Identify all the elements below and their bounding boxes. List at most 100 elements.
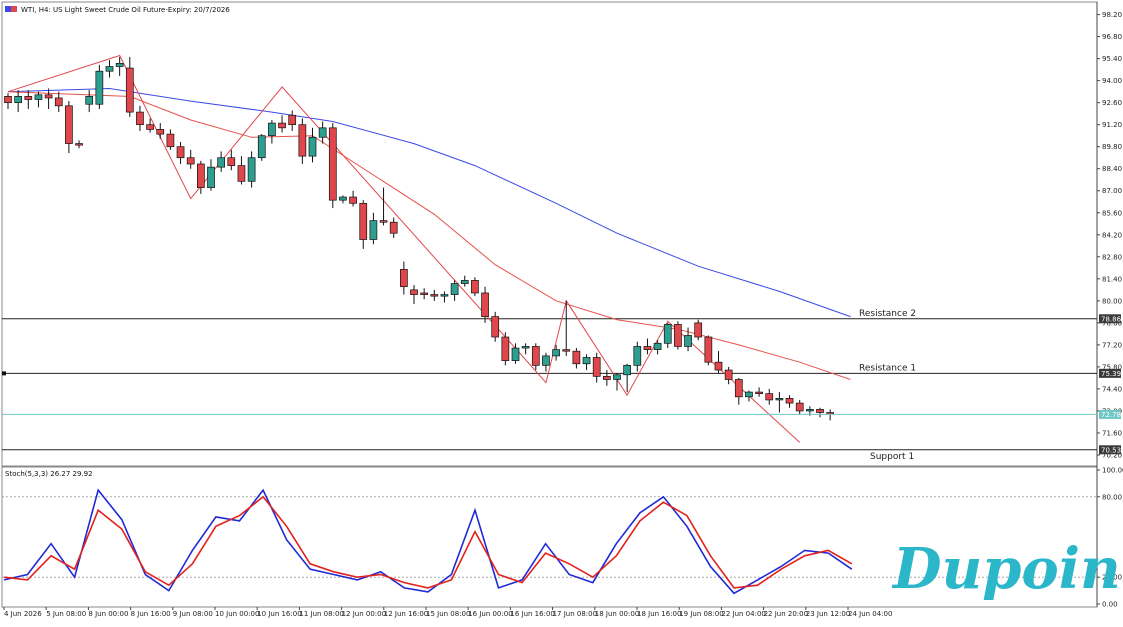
candle-body bbox=[14, 96, 22, 104]
candle bbox=[663, 322, 672, 349]
candle bbox=[349, 190, 357, 207]
candle bbox=[674, 321, 682, 350]
candle-body bbox=[4, 96, 12, 104]
time-tick-label: 12 Jun 16:00 bbox=[384, 610, 428, 618]
candle-body bbox=[745, 391, 753, 398]
candle-body bbox=[602, 375, 611, 380]
candle bbox=[207, 159, 215, 191]
time-tick-label: 18 Jun 00:00 bbox=[595, 610, 639, 618]
candle bbox=[653, 340, 662, 355]
candle bbox=[684, 327, 692, 352]
stoch-tick-label: 0.00 bbox=[1102, 601, 1118, 609]
candle-body bbox=[440, 294, 449, 297]
candle bbox=[552, 344, 560, 361]
candle-body bbox=[105, 66, 114, 72]
candle-body bbox=[653, 342, 662, 350]
candle-body bbox=[359, 202, 368, 240]
candle-body bbox=[24, 96, 33, 100]
candle bbox=[400, 261, 408, 295]
candle-body bbox=[521, 346, 530, 349]
candle bbox=[237, 156, 246, 185]
level-price-tag bbox=[1099, 445, 1121, 455]
price-tick-label: 80.00 bbox=[1102, 297, 1122, 305]
candle-body bbox=[176, 146, 185, 159]
candle-body bbox=[460, 280, 469, 284]
price-tick-label: 81.40 bbox=[1102, 275, 1122, 283]
candle bbox=[4, 93, 12, 109]
time-tick-label: 5 Jun 08:00 bbox=[46, 610, 86, 618]
time-tick-label: 22 Jun 04:00 bbox=[721, 610, 765, 618]
candle bbox=[54, 91, 63, 113]
candle bbox=[197, 160, 205, 194]
zigzag-line bbox=[7, 54, 801, 443]
candle bbox=[146, 118, 154, 133]
candle bbox=[420, 288, 428, 300]
candle bbox=[65, 101, 73, 153]
candle bbox=[481, 286, 489, 323]
moving-averages bbox=[7, 87, 851, 380]
candle-body bbox=[562, 349, 571, 352]
candle bbox=[318, 121, 327, 144]
candle bbox=[156, 123, 165, 139]
candle-body bbox=[755, 391, 763, 394]
level-price-tag-text: 78.86 bbox=[1101, 315, 1122, 323]
candle bbox=[816, 407, 824, 418]
candlesticks bbox=[4, 57, 835, 421]
time-tick-label: 8 Jun 16:00 bbox=[131, 610, 171, 618]
support-resistance-levels: Resistance 2 78.86 Resistance 1 75.39 Suppor… bbox=[2, 309, 1122, 462]
price-tick-label: 74.40 bbox=[1102, 385, 1122, 393]
candle bbox=[136, 105, 144, 131]
candle-body bbox=[694, 322, 703, 338]
candle bbox=[775, 392, 784, 413]
stoch-tick-label: 80.00 bbox=[1102, 493, 1122, 501]
candle bbox=[268, 119, 276, 144]
stoch-main-line bbox=[3, 488, 853, 595]
candle bbox=[643, 338, 652, 355]
candle-body bbox=[308, 136, 317, 157]
candle-body bbox=[714, 361, 723, 371]
price-axis-ticks: 98.20 96.80 95.40 94.00 92.60 91.20 89.80 88.40… bbox=[1097, 11, 1122, 459]
time-tick-label: 16 Jun 00:00 bbox=[468, 610, 512, 618]
price-tick-label: 89.80 bbox=[1102, 143, 1122, 151]
candle-body bbox=[125, 67, 134, 113]
candle bbox=[562, 300, 571, 356]
candle bbox=[582, 354, 591, 371]
price-tick-label: 75.80 bbox=[1102, 363, 1122, 371]
candle bbox=[633, 341, 642, 372]
candle-body bbox=[54, 97, 63, 107]
brand-logo: Dupoin bbox=[891, 536, 1121, 602]
time-tick-label: 16 Jun 16:00 bbox=[510, 610, 554, 618]
candle bbox=[308, 127, 317, 163]
candle bbox=[765, 388, 774, 405]
candle-body bbox=[95, 70, 104, 105]
candle bbox=[410, 285, 418, 304]
level-price-tag bbox=[1099, 368, 1121, 378]
candle-body bbox=[582, 357, 591, 365]
price-tick-label: 87.00 bbox=[1102, 187, 1122, 195]
candle bbox=[572, 348, 581, 369]
price-tick-label: 98.20 bbox=[1102, 11, 1122, 19]
candle-body bbox=[531, 346, 540, 366]
symbol-icon-red bbox=[11, 6, 17, 12]
candle-body bbox=[349, 196, 357, 204]
time-tick-label: 19 Jun 08:00 bbox=[679, 610, 723, 618]
candle-body bbox=[775, 398, 784, 401]
candle-body bbox=[298, 124, 307, 157]
stoch-lines bbox=[3, 488, 853, 595]
candle-body bbox=[379, 220, 388, 223]
ma-slow-line bbox=[7, 87, 851, 318]
candle bbox=[257, 134, 266, 161]
price-tick-label: 84.20 bbox=[1102, 231, 1122, 239]
candle bbox=[298, 118, 307, 165]
candle-body bbox=[491, 316, 500, 338]
candle bbox=[724, 366, 733, 385]
candle bbox=[278, 115, 286, 133]
candle bbox=[44, 88, 53, 109]
candle-body bbox=[318, 127, 327, 138]
price-tick-label: 82.80 bbox=[1102, 253, 1122, 261]
symbol-icon-blue bbox=[5, 6, 11, 12]
level-price-tag bbox=[1099, 314, 1121, 324]
candle bbox=[85, 90, 94, 113]
candle-body bbox=[663, 324, 672, 344]
candle-body bbox=[339, 196, 347, 201]
